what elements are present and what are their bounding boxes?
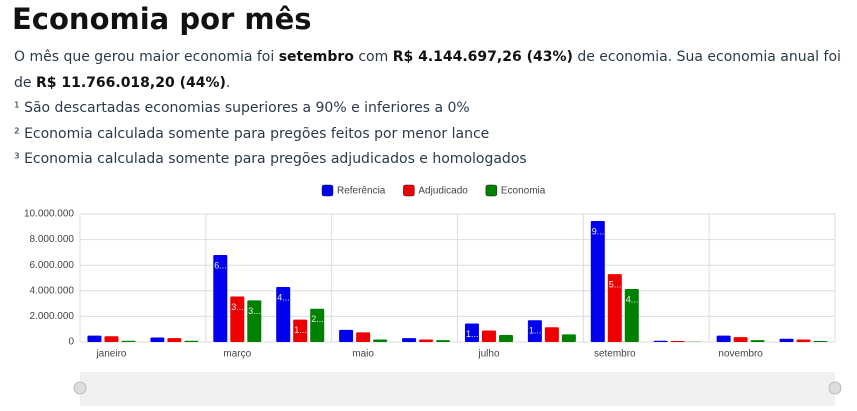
bar-value-label: 2... bbox=[311, 314, 324, 324]
bar bbox=[150, 337, 165, 342]
x-tick-label: julho bbox=[477, 349, 500, 360]
bar bbox=[544, 327, 559, 342]
bar bbox=[230, 296, 245, 342]
bar bbox=[813, 340, 828, 342]
legend-label: Adjudicado bbox=[418, 186, 468, 197]
bar bbox=[796, 339, 811, 342]
bar bbox=[167, 338, 182, 342]
legend-swatch bbox=[403, 184, 415, 197]
bar bbox=[247, 300, 262, 342]
bar-value-label: 4... bbox=[626, 294, 639, 304]
summary-month: setembro bbox=[278, 49, 354, 65]
bar bbox=[670, 340, 685, 342]
y-tick-label: 2.000.000 bbox=[30, 311, 75, 322]
summary-text: O mês que gerou maior economia foi bbox=[14, 49, 279, 65]
bar bbox=[750, 340, 765, 342]
bar bbox=[590, 221, 605, 342]
bar bbox=[339, 329, 354, 342]
summary-text: com bbox=[353, 49, 393, 65]
summary-text: . bbox=[225, 74, 231, 91]
summary-annual: R$ 11.766.018,20 (44%) bbox=[35, 74, 226, 91]
note: ¹ São descartadas economias superiores a… bbox=[14, 100, 470, 116]
bar-value-label: 3... bbox=[248, 306, 261, 316]
bar bbox=[436, 340, 451, 342]
bar-value-label: 1... bbox=[294, 325, 307, 335]
note: ² Economia calculada somente para pregõe… bbox=[14, 125, 490, 142]
page-title: Economia por mês bbox=[12, 2, 312, 36]
bar bbox=[293, 319, 308, 342]
bar-value-label: 5... bbox=[609, 280, 622, 290]
y-tick-label: 0 bbox=[68, 337, 74, 348]
bar-value-label: 9... bbox=[592, 226, 605, 236]
summary: O mês que gerou maior economia foi setem… bbox=[14, 45, 844, 96]
bar bbox=[87, 335, 102, 342]
x-tick-label: março bbox=[223, 349, 251, 360]
range-slider[interactable] bbox=[80, 372, 835, 406]
y-tick-label: 4.000.000 bbox=[30, 285, 75, 296]
legend-label: Referência bbox=[337, 186, 386, 197]
bar-value-label: 6... bbox=[214, 260, 227, 270]
bar bbox=[276, 286, 291, 342]
bar bbox=[653, 340, 668, 342]
bar bbox=[498, 334, 513, 342]
x-tick-label: maio bbox=[352, 349, 374, 360]
y-tick-label: 10.000.000 bbox=[24, 209, 74, 220]
bar bbox=[464, 323, 479, 342]
legend-swatch bbox=[321, 184, 334, 197]
slider-handle[interactable] bbox=[73, 381, 87, 395]
bar-value-label: 1... bbox=[529, 326, 542, 336]
x-tick-label: janeiro bbox=[95, 349, 126, 360]
x-tick-label: novembro bbox=[718, 349, 763, 360]
text-block: O mês que gerou maior economia foi setem… bbox=[14, 45, 844, 173]
x-tick-label: setembro bbox=[594, 349, 636, 360]
bar-value-label: 3... bbox=[231, 302, 244, 312]
legend-swatch bbox=[485, 184, 498, 197]
bar bbox=[779, 338, 794, 342]
bar bbox=[373, 339, 388, 342]
slider-handle[interactable] bbox=[828, 381, 842, 395]
bar bbox=[121, 340, 136, 342]
bar bbox=[527, 320, 542, 342]
bar bbox=[419, 339, 434, 342]
bar bbox=[184, 340, 199, 342]
bar bbox=[310, 308, 325, 342]
chart: 0 2.000.000 4.000.000 6.000.000 8.000.000 10.… bbox=[24, 184, 842, 406]
legend-label: Economia bbox=[501, 186, 546, 197]
y-tick-label: 6.000.000 bbox=[30, 260, 75, 271]
bar bbox=[356, 332, 371, 342]
summary-text: de economia. Sua economia anual foi de bbox=[14, 49, 841, 91]
summary-value: R$ 4.144.697,26 (43%) bbox=[392, 49, 573, 65]
note: ³ Economia calculada somente para pregõe… bbox=[14, 151, 527, 167]
bar bbox=[624, 288, 639, 342]
bar bbox=[561, 334, 576, 342]
bar-value-label: 1... bbox=[466, 329, 479, 339]
bar bbox=[733, 337, 748, 342]
y-tick-label: 8.000.000 bbox=[30, 234, 75, 245]
bar bbox=[402, 338, 417, 342]
bar bbox=[104, 336, 119, 342]
bar bbox=[481, 330, 496, 342]
bar bbox=[716, 335, 731, 342]
bar-value-label: 4... bbox=[277, 292, 290, 302]
bar bbox=[607, 274, 622, 342]
bar bbox=[213, 254, 228, 342]
